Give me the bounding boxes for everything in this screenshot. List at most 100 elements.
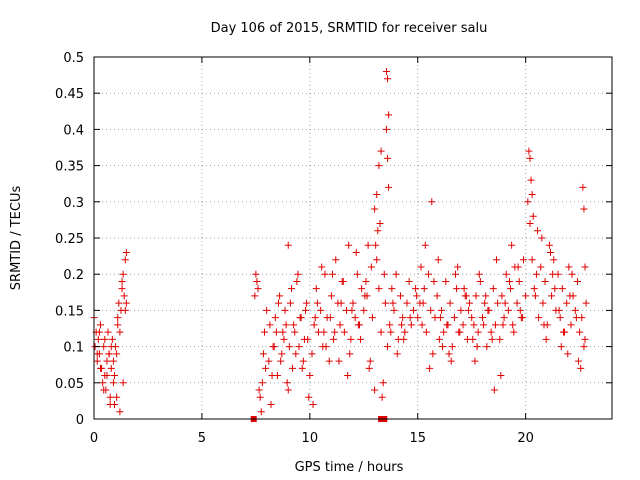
- data-point: [390, 306, 398, 314]
- data-point: [327, 292, 335, 300]
- data-point: [259, 350, 267, 358]
- x-axis-label: GPS time / hours: [295, 460, 404, 475]
- data-point: [305, 393, 313, 401]
- y-tick-label: 0: [76, 413, 84, 428]
- data-point: [504, 306, 512, 314]
- data-point: [538, 234, 546, 242]
- data-point: [371, 386, 379, 394]
- data-point: [276, 292, 284, 300]
- data-point: [261, 328, 269, 336]
- data-point: [254, 285, 262, 293]
- data-point: [300, 335, 308, 343]
- data-point: [389, 299, 397, 307]
- data-point: [279, 328, 287, 336]
- data-point: [526, 154, 534, 162]
- data-point: [488, 335, 496, 343]
- data-point: [371, 205, 379, 213]
- data-point: [122, 248, 130, 256]
- data-point: [289, 364, 297, 372]
- data-point: [299, 357, 307, 365]
- data-point: [312, 285, 320, 293]
- data-point: [470, 321, 478, 329]
- y-tick-labels: 0 0.05 0.1 0.15 0.2 0.25 0.3 0.35 0.4 0.45 0.5: [55, 51, 84, 428]
- data-point: [445, 350, 453, 358]
- data-point: [121, 306, 129, 314]
- data-point: [581, 335, 589, 343]
- data-point: [515, 277, 523, 285]
- data-point: [510, 328, 518, 336]
- data-point: [107, 364, 115, 372]
- data-point: [493, 256, 501, 264]
- data-point: [464, 306, 472, 314]
- data-point: [502, 270, 510, 278]
- data-point: [375, 162, 383, 170]
- data-point: [364, 241, 372, 249]
- data-point: [358, 285, 366, 293]
- data-point: [422, 328, 430, 336]
- data-point: [380, 270, 388, 278]
- data-point: [291, 328, 299, 336]
- data-point: [100, 343, 108, 351]
- data-point: [363, 292, 371, 300]
- data-point: [443, 321, 451, 329]
- data-point: [540, 321, 548, 329]
- data-point: [572, 314, 580, 322]
- data-point: [365, 364, 373, 372]
- data-point: [446, 299, 454, 307]
- data-point: [429, 350, 437, 358]
- data-point: [93, 357, 101, 365]
- data-point: [384, 154, 392, 162]
- data-point: [345, 241, 353, 249]
- x-tick-label: 0: [90, 431, 98, 446]
- data-point: [475, 270, 483, 278]
- data-point: [556, 314, 564, 322]
- data-point: [280, 335, 288, 343]
- data-point: [382, 67, 390, 75]
- data-point: [366, 357, 374, 365]
- data-point: [433, 292, 441, 300]
- data-point: [505, 277, 513, 285]
- data-point: [281, 306, 289, 314]
- data-point: [114, 321, 122, 329]
- data-point: [113, 393, 121, 401]
- data-point: [367, 263, 375, 271]
- data-point: [322, 343, 330, 351]
- data-point: [337, 299, 345, 307]
- data-point: [466, 299, 474, 307]
- data-point: [284, 386, 292, 394]
- data-point: [518, 314, 526, 322]
- data-point: [450, 314, 458, 322]
- data-point: [114, 314, 122, 322]
- data-point: [258, 379, 266, 387]
- data-point: [489, 285, 497, 293]
- data-point: [349, 299, 357, 307]
- y-tick-label: 0.1: [63, 341, 84, 356]
- data-point: [378, 393, 386, 401]
- data-point: [483, 343, 491, 351]
- data-point: [425, 270, 433, 278]
- data-point: [453, 285, 461, 293]
- data-point: [430, 277, 438, 285]
- data-point: [575, 357, 583, 365]
- data-point: [496, 335, 504, 343]
- data-point: [484, 306, 492, 314]
- data-point: [266, 321, 274, 329]
- data-point: [545, 241, 553, 249]
- data-point: [476, 277, 484, 285]
- data-point: [93, 350, 101, 358]
- data-point: [106, 401, 114, 409]
- data-point: [548, 292, 556, 300]
- data-point: [557, 343, 565, 351]
- data-point: [284, 241, 292, 249]
- data-point: [468, 314, 476, 322]
- data-point: [469, 335, 477, 343]
- data-point: [427, 306, 435, 314]
- data-point: [456, 328, 464, 336]
- data-point: [385, 183, 393, 191]
- data-point: [457, 306, 465, 314]
- data-point: [272, 328, 280, 336]
- data-point: [500, 314, 508, 322]
- data-point: [559, 328, 567, 336]
- data-point: [256, 393, 264, 401]
- data-point: [326, 314, 334, 322]
